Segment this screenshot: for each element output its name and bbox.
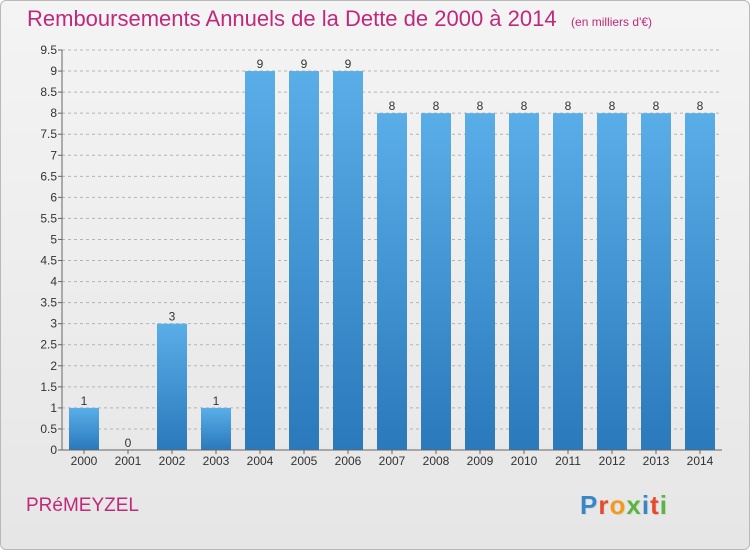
x-tick-label: 2001 bbox=[115, 454, 142, 468]
y-tick-label: 1 bbox=[50, 401, 57, 415]
x-tick-label: 2000 bbox=[71, 454, 98, 468]
chart-title: Remboursements Annuels de la Dette de 20… bbox=[27, 6, 652, 32]
y-tick-label: 9 bbox=[50, 64, 57, 78]
bar-value-label: 9 bbox=[301, 57, 308, 71]
logo-letter: t bbox=[650, 490, 660, 520]
x-tick-label: 2010 bbox=[511, 454, 538, 468]
y-tick-label: 4.5 bbox=[40, 254, 57, 268]
x-tick-label: 2006 bbox=[335, 454, 362, 468]
y-tick-label: 4 bbox=[50, 275, 57, 289]
x-tick-label: 2008 bbox=[423, 454, 450, 468]
y-tick-label: 7.5 bbox=[40, 127, 57, 141]
y-tick-label: 0.5 bbox=[40, 422, 57, 436]
bar-value-label: 1 bbox=[213, 394, 220, 408]
logo-letter: o bbox=[609, 490, 627, 520]
y-tick-label: 1.5 bbox=[40, 380, 57, 394]
bar bbox=[597, 113, 627, 450]
y-tick-label: 7 bbox=[50, 148, 57, 162]
x-tick-label: 2003 bbox=[203, 454, 230, 468]
y-tick-label: 8 bbox=[50, 106, 57, 120]
bar bbox=[157, 323, 187, 450]
x-tick-label: 2009 bbox=[467, 454, 494, 468]
x-tick-label: 2011 bbox=[555, 454, 581, 468]
x-tick-label: 2014 bbox=[687, 454, 714, 468]
bar-value-label: 1 bbox=[81, 394, 88, 408]
y-tick-label: 2.5 bbox=[40, 338, 57, 352]
x-tick-label: 2005 bbox=[291, 454, 318, 468]
bar bbox=[289, 71, 319, 450]
bar-value-label: 8 bbox=[697, 99, 704, 113]
bar-value-label: 8 bbox=[433, 99, 440, 113]
bar bbox=[245, 71, 275, 450]
bar bbox=[421, 113, 451, 450]
logo-letter: i bbox=[641, 490, 651, 520]
proxiti-logo[interactable]: Proxiti bbox=[580, 490, 668, 521]
y-tick-label: 3 bbox=[50, 317, 57, 331]
bar-value-label: 8 bbox=[653, 99, 660, 113]
bar bbox=[685, 113, 715, 450]
bar bbox=[201, 407, 231, 450]
bar-value-label: 3 bbox=[169, 310, 176, 324]
x-tick-label: 2012 bbox=[599, 454, 626, 468]
y-tick-label: 2 bbox=[50, 359, 57, 373]
axes bbox=[58, 49, 722, 454]
bar bbox=[465, 113, 495, 450]
y-tick-label: 9.5 bbox=[40, 43, 57, 57]
logo-letter: P bbox=[580, 490, 599, 520]
bar-value-label: 8 bbox=[521, 99, 528, 113]
title-unit: (en milliers d'€) bbox=[571, 15, 653, 29]
bar bbox=[509, 113, 539, 450]
x-tick-label: 2004 bbox=[247, 454, 274, 468]
bar bbox=[641, 113, 671, 450]
bar-value-label: 8 bbox=[565, 99, 572, 113]
bar bbox=[333, 71, 363, 450]
title-main: Remboursements Annuels de la Dette de 20… bbox=[27, 6, 557, 31]
bar bbox=[69, 407, 99, 450]
bar bbox=[377, 113, 407, 450]
commune-name: PRéMEYZEL bbox=[26, 495, 139, 516]
bars bbox=[69, 71, 715, 450]
bar-value-label: 9 bbox=[345, 57, 352, 71]
labels: 0 0.5 1 1.5 2 2.5 3 3.5 4 4.5 5 5.5 6 6.5 7 7.5 8 8.5 9 9.5… bbox=[40, 43, 713, 468]
logo-letter: i bbox=[659, 490, 668, 520]
y-tick-label: 6 bbox=[50, 190, 57, 204]
y-tick-label: 5 bbox=[50, 232, 57, 246]
y-tick-label: 0 bbox=[50, 443, 57, 457]
logo-letter: r bbox=[598, 490, 610, 520]
y-tick-label: 3.5 bbox=[40, 296, 57, 310]
y-tick-label: 6.5 bbox=[40, 169, 57, 183]
bar-value-label: 9 bbox=[257, 57, 264, 71]
bar-value-label: 8 bbox=[477, 99, 484, 113]
y-tick-label: 8.5 bbox=[40, 85, 57, 99]
bar-value-label: 0 bbox=[125, 436, 132, 450]
bar-value-label: 8 bbox=[389, 99, 396, 113]
y-tick-label: 5.5 bbox=[40, 211, 57, 225]
x-tick-label: 2007 bbox=[379, 454, 406, 468]
x-tick-label: 2013 bbox=[643, 454, 670, 468]
bar-value-label: 8 bbox=[609, 99, 616, 113]
logo-letter: x bbox=[626, 490, 642, 520]
x-tick-label: 2002 bbox=[159, 454, 186, 468]
bar bbox=[553, 113, 583, 450]
